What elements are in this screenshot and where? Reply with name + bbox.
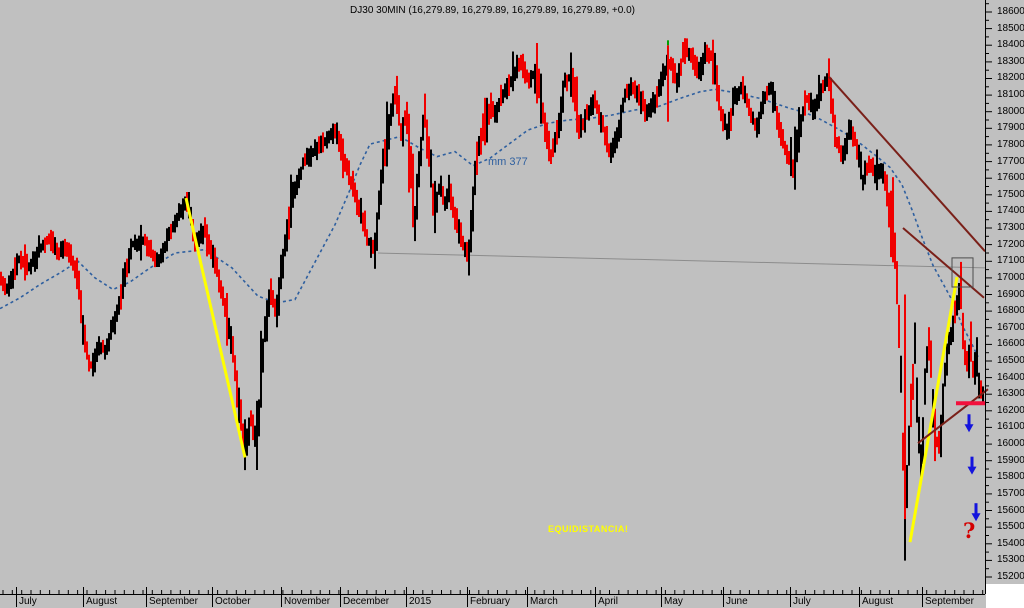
- y-axis-label: 15200: [997, 571, 1024, 582]
- y-axis-label: 15800: [997, 471, 1024, 482]
- x-axis-month-label: 2015: [409, 596, 432, 607]
- support-gray-line: [377, 252, 986, 269]
- axis-corner-blank: [986, 584, 1024, 608]
- y-axis-label: 16600: [997, 338, 1024, 349]
- y-axis-label: 17200: [997, 239, 1024, 250]
- x-axis-ticks: [2, 587, 984, 607]
- y-axis-label: 17700: [997, 156, 1024, 167]
- wedge-lower-line: [917, 388, 989, 444]
- y-axis-label: 17800: [997, 139, 1024, 150]
- y-axis-label: 18200: [997, 72, 1024, 83]
- y-axis-label: 18500: [997, 23, 1024, 34]
- x-axis-month-label: July: [19, 596, 37, 607]
- yellow-impulse-down: [184, 197, 247, 458]
- x-axis-month-label: July: [793, 596, 811, 607]
- y-axis-label: 16500: [997, 355, 1024, 366]
- axes: [0, 0, 986, 595]
- y-axis-label: 15900: [997, 455, 1024, 466]
- down-arrow-3: [971, 503, 981, 522]
- yellow-impulse-up: [908, 276, 959, 543]
- y-axis-label: 17600: [997, 172, 1024, 183]
- y-axis-label: 15500: [997, 521, 1024, 532]
- y-axis-ticks: [985, 3, 992, 586]
- y-axis-label: 17400: [997, 205, 1024, 216]
- y-axis-label: 17100: [997, 255, 1024, 266]
- wedge-upper-line: [902, 227, 985, 299]
- y-axis-label: 18600: [997, 6, 1024, 17]
- y-axis-label: 17500: [997, 189, 1024, 200]
- x-axis-month-label: May: [664, 596, 683, 607]
- y-axis-label: 16800: [997, 305, 1024, 316]
- y-axis-label: 16900: [997, 289, 1024, 300]
- annotations-over: [184, 40, 989, 543]
- breakdown-box: [951, 257, 974, 288]
- y-axis-label: 17000: [997, 272, 1024, 283]
- y-axis-label: 16300: [997, 388, 1024, 399]
- y-axis-label: 15300: [997, 554, 1024, 565]
- x-axis-month-label: September: [149, 596, 198, 607]
- y-axis-label: 18000: [997, 106, 1024, 117]
- y-axis-label: 16000: [997, 438, 1024, 449]
- y-axis-label: 16100: [997, 421, 1024, 432]
- x-axis-month-label: September: [925, 596, 974, 607]
- candlesticks: [0, 38, 984, 561]
- y-axis-label: 15700: [997, 488, 1024, 499]
- x-axis-month-label: March: [530, 596, 558, 607]
- y-axis-label: 16200: [997, 405, 1024, 416]
- x-axis-month-label: November: [284, 596, 331, 607]
- y-axis-label: 18100: [997, 89, 1024, 100]
- down-arrow-1: [964, 414, 974, 433]
- x-axis-month-label: June: [726, 596, 748, 607]
- y-axis-label: 16700: [997, 322, 1024, 333]
- x-axis-month-label: October: [215, 596, 251, 607]
- down-arrow-2: [967, 456, 977, 475]
- chart-title: DJ30 30MIN (16,279.89, 16,279.89, 16,279…: [350, 5, 635, 16]
- y-axis-label: 15600: [997, 505, 1024, 516]
- x-axis-month-label: August: [86, 596, 118, 607]
- x-axis-month-label: December: [343, 596, 390, 607]
- equidistancia-annotation: EQUIDISTANCIA!: [548, 524, 629, 534]
- x-axis-month-label: April: [598, 596, 619, 607]
- x-axis-month-label: August: [862, 596, 894, 607]
- y-axis-label: 18400: [997, 39, 1024, 50]
- y-axis-label: 16400: [997, 372, 1024, 383]
- moving-average-label: mm 377: [488, 156, 528, 168]
- question-mark-annotation: ?: [963, 518, 976, 543]
- x-axis-month-label: February: [470, 596, 511, 607]
- y-axis-label: 17300: [997, 222, 1024, 233]
- y-axis-label: 18300: [997, 56, 1024, 67]
- y-axis-label: 15400: [997, 538, 1024, 549]
- annotations-under: [377, 252, 986, 539]
- moving-average-line: [0, 88, 979, 358]
- downtrend-line: [828, 76, 986, 252]
- y-axis-label: 17900: [997, 122, 1024, 133]
